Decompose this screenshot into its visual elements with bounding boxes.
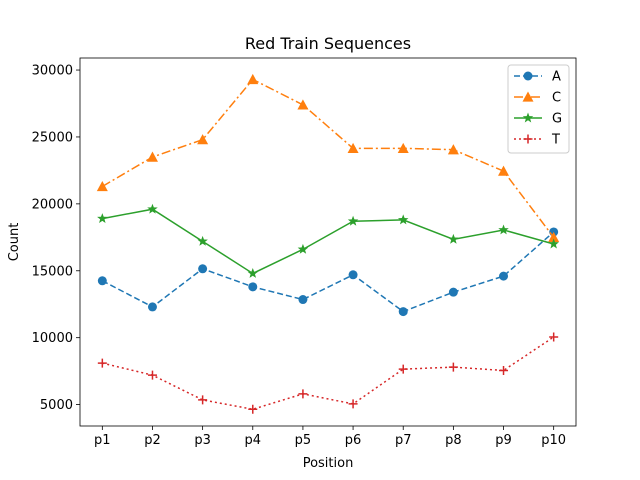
data-point-T-p3 <box>198 395 208 405</box>
legend-entry-T: T <box>514 133 560 148</box>
data-point-A-p1 <box>97 276 107 286</box>
x-tick-label: p10 <box>541 433 566 448</box>
legend-entry-C: C <box>514 91 561 106</box>
data-point-A-p2 <box>147 302 157 312</box>
plot-area <box>96 73 560 414</box>
legend-label-C: C <box>552 91 561 106</box>
data-point-T-p10 <box>549 332 559 342</box>
series-line-A <box>101 231 555 313</box>
legend-label-T: T <box>551 133 560 148</box>
data-point-G-p7 <box>397 214 409 225</box>
data-point-G-p4 <box>247 267 259 278</box>
data-point-C-p5 <box>297 99 309 110</box>
data-point-T-p8 <box>448 362 458 372</box>
x-tick-label: p8 <box>445 433 462 448</box>
legend-marker-A <box>523 71 533 81</box>
x-axis-label: Position <box>303 456 354 471</box>
data-point-C-p2 <box>146 151 158 162</box>
data-point-G-p10 <box>548 238 559 249</box>
y-tick-label: 30000 <box>32 64 73 79</box>
data-point-A-p8 <box>448 287 458 297</box>
y-tick-label: 5000 <box>40 398 73 413</box>
x-tick-label: p9 <box>495 433 512 448</box>
legend-marker-T <box>523 134 533 144</box>
x-tick-label: p6 <box>345 433 362 448</box>
x-tick-label: p1 <box>94 433 111 448</box>
data-point-T-p1 <box>97 358 107 368</box>
legend-marker-G <box>522 112 534 123</box>
data-point-T-p6 <box>348 399 358 409</box>
data-point-G-p3 <box>197 235 208 246</box>
data-point-G-p8 <box>448 233 459 244</box>
data-point-T-p4 <box>248 404 258 414</box>
x-tick-label: p3 <box>194 433 211 448</box>
data-point-C-p10 <box>548 231 560 242</box>
series-line-C <box>101 78 555 238</box>
series-line-T <box>102 336 555 411</box>
axes: p1 p2 p3 p4 p5 p6 p7 p8 p9 p10 5000 10000 15000 20000… <box>32 57 577 448</box>
data-point-T-p2 <box>147 370 157 380</box>
y-tick-label: 10000 <box>32 331 73 346</box>
data-point-G-p9 <box>498 224 509 235</box>
data-point-C-p9 <box>498 165 510 176</box>
data-point-A-p7 <box>398 307 408 317</box>
data-point-C-p6 <box>347 142 359 154</box>
x-tick-label: p4 <box>245 433 262 448</box>
data-point-A-p5 <box>298 295 308 305</box>
data-point-T-p7 <box>398 364 408 374</box>
data-point-T-p5 <box>298 389 308 399</box>
legend-box <box>507 64 570 154</box>
data-point-G-p2 <box>147 203 158 214</box>
data-point-A-p4 <box>248 282 258 292</box>
legend-label-G: G <box>552 112 562 127</box>
y-tick-label: 20000 <box>32 197 73 212</box>
legend-entry-G: G <box>514 112 562 127</box>
series-C <box>96 73 560 242</box>
data-point-C-p8 <box>447 144 459 155</box>
data-point-A-p9 <box>499 271 509 281</box>
series-A <box>97 227 559 317</box>
data-point-T-p9 <box>499 365 509 375</box>
chart-title: Red Train Sequences <box>245 34 411 53</box>
y-tick-label: 15000 <box>32 264 73 279</box>
y-tick-label: 25000 <box>32 130 73 145</box>
legend-entry-A: A <box>514 70 561 85</box>
series-T <box>97 332 559 414</box>
data-point-C-p1 <box>96 180 108 192</box>
series-line-G <box>102 208 554 275</box>
data-point-C-p4 <box>247 73 259 85</box>
plot-frame <box>79 57 577 427</box>
data-point-C-p7 <box>397 142 409 154</box>
x-tick-label: p2 <box>144 433 161 448</box>
data-point-A-p6 <box>348 270 358 280</box>
y-axis-label: Count <box>7 223 22 262</box>
data-point-G-p5 <box>297 243 309 254</box>
legend-marker-C <box>522 91 534 102</box>
data-point-A-p3 <box>198 264 208 274</box>
data-point-G-p6 <box>347 215 359 226</box>
data-point-C-p3 <box>197 134 209 145</box>
legend-label-A: A <box>552 70 561 85</box>
x-tick-label: p5 <box>295 433 312 448</box>
data-point-G-p1 <box>97 213 108 224</box>
series-G <box>97 203 559 278</box>
x-tick-label: p7 <box>395 433 412 448</box>
